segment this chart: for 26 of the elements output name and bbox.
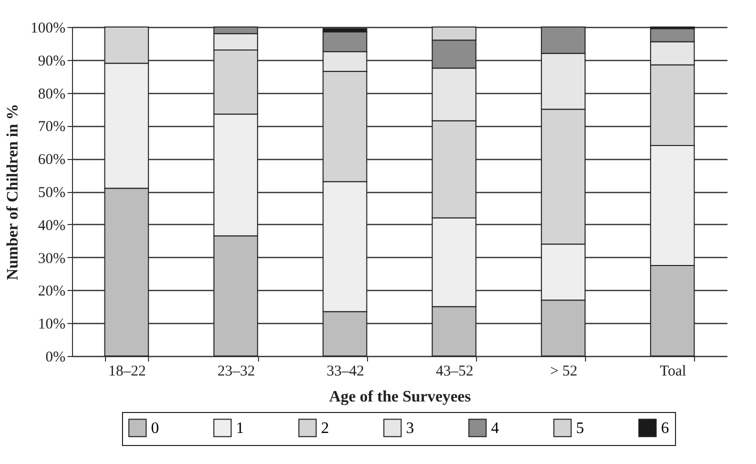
y-tick-label: 60% <box>38 152 66 168</box>
y-tick-label: 40% <box>38 218 66 234</box>
x-tick-label: Toal <box>660 364 686 380</box>
x-tick-label: 18–22 <box>108 364 146 380</box>
legend-label: 5 <box>576 420 584 437</box>
x-tick-label: 33–42 <box>326 364 364 380</box>
x-tick-label: > 52 <box>550 364 578 380</box>
y-tick-label: 50% <box>38 185 66 201</box>
legend-label: 2 <box>321 420 329 437</box>
y-tick-label: 10% <box>38 316 66 333</box>
y-tick-label: 80% <box>38 86 66 102</box>
y-tick-label: 70% <box>38 119 66 136</box>
y-tick-label: 90% <box>38 53 66 70</box>
y-axis-title: Number of Children in % <box>4 104 22 280</box>
y-tick-label: 100% <box>30 20 66 36</box>
y-tick-label: 0% <box>46 350 66 366</box>
legend-label: 4 <box>491 420 499 437</box>
x-tick-label: 23–32 <box>218 364 255 380</box>
y-tick-label: 20% <box>38 284 66 300</box>
legend-label: 6 <box>661 420 669 437</box>
y-tick-label: 30% <box>38 250 66 267</box>
x-tick-label: 43–52 <box>436 364 474 380</box>
legend-label: 1 <box>236 420 244 437</box>
legend-label: 0 <box>151 420 159 437</box>
legend-label: 3 <box>406 420 414 437</box>
x-axis-title: Age of the Surveyees <box>329 388 471 406</box>
